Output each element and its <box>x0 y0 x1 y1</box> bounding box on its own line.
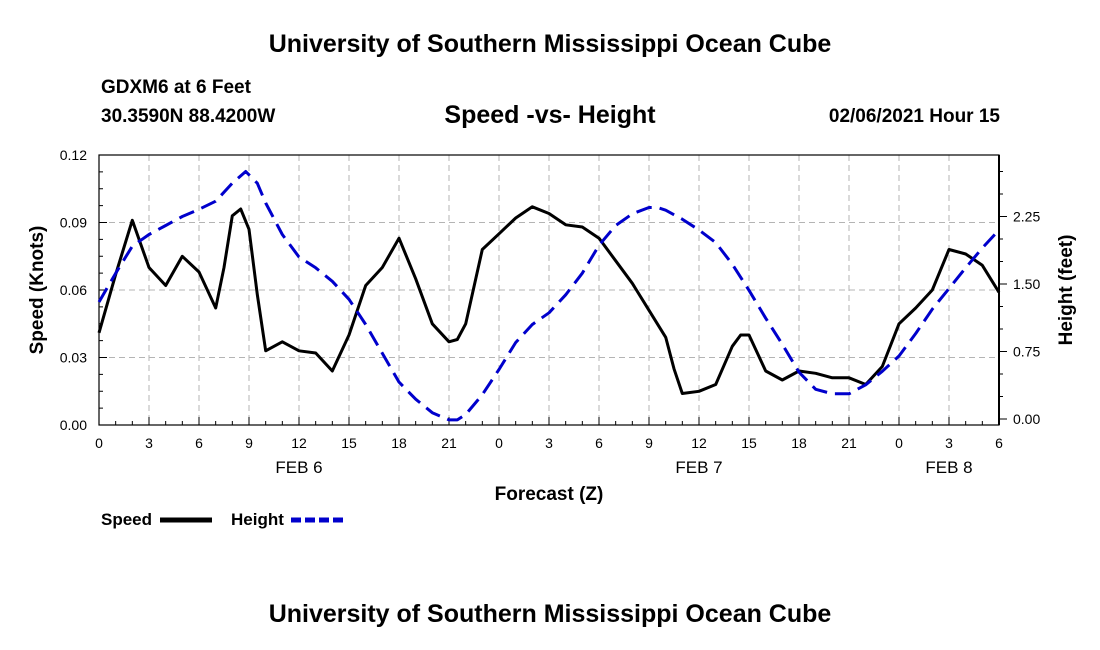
x-tick-label: 18 <box>791 435 807 451</box>
x-tick-label: 3 <box>145 435 153 451</box>
date-label: FEB 7 <box>675 458 722 477</box>
station-label: GDXM6 at 6 Feet <box>101 77 251 98</box>
x-tick-label: 9 <box>645 435 653 451</box>
y-axis-title: Speed (Knots) <box>27 226 48 355</box>
x-tick-label: 0 <box>495 435 503 451</box>
x-tick-label: 21 <box>441 435 457 451</box>
y2-tick-label: 0.00 <box>1013 411 1040 427</box>
x-tick-label: 3 <box>945 435 953 451</box>
x-axis-title: Forecast (Z) <box>495 484 604 505</box>
x-tick-label: 6 <box>595 435 603 451</box>
date-label: FEB 8 <box>925 458 972 477</box>
y2-tick-label: 1.50 <box>1013 276 1040 292</box>
footer-title: University of Southern Mississippi Ocean… <box>268 600 832 628</box>
x-tick-label: 21 <box>841 435 857 451</box>
x-tick-label: 6 <box>995 435 1003 451</box>
x-tick-label: 15 <box>741 435 757 451</box>
x-tick-label: 18 <box>391 435 407 451</box>
x-tick-label: 9 <box>245 435 253 451</box>
legend-label-height: Height <box>231 510 284 529</box>
legend-label-speed: Speed <box>101 510 152 529</box>
x-tick-label: 0 <box>95 435 103 451</box>
x-tick-label: 3 <box>545 435 553 451</box>
y-tick-label: 0.12 <box>60 147 87 163</box>
y2-tick-label: 2.25 <box>1013 208 1040 224</box>
y-tick-label: 0.03 <box>60 350 87 366</box>
x-tick-label: 15 <box>341 435 357 451</box>
page-title: University of Southern Mississippi Ocean… <box>268 30 832 58</box>
coordinates-label: 30.3590N 88.4200W <box>101 106 276 127</box>
date-label: FEB 6 <box>275 458 322 477</box>
y-tick-label: 0.09 <box>60 215 87 231</box>
x-tick-label: 6 <box>195 435 203 451</box>
y2-axis-title: Height (feet) <box>1056 235 1077 346</box>
y-tick-label: 0.06 <box>60 282 87 298</box>
forecast-datetime: 02/06/2021 Hour 15 <box>828 106 1000 127</box>
x-tick-label: 12 <box>291 435 307 451</box>
x-tick-label: 12 <box>691 435 707 451</box>
x-tick-label: 0 <box>895 435 903 451</box>
chart-subtitle: Speed -vs- Height <box>444 101 656 129</box>
height-series-line <box>97 170 1001 422</box>
speed-series-line <box>97 205 1001 395</box>
y-tick-label: 0.00 <box>60 417 87 433</box>
y2-tick-label: 0.75 <box>1013 343 1040 359</box>
